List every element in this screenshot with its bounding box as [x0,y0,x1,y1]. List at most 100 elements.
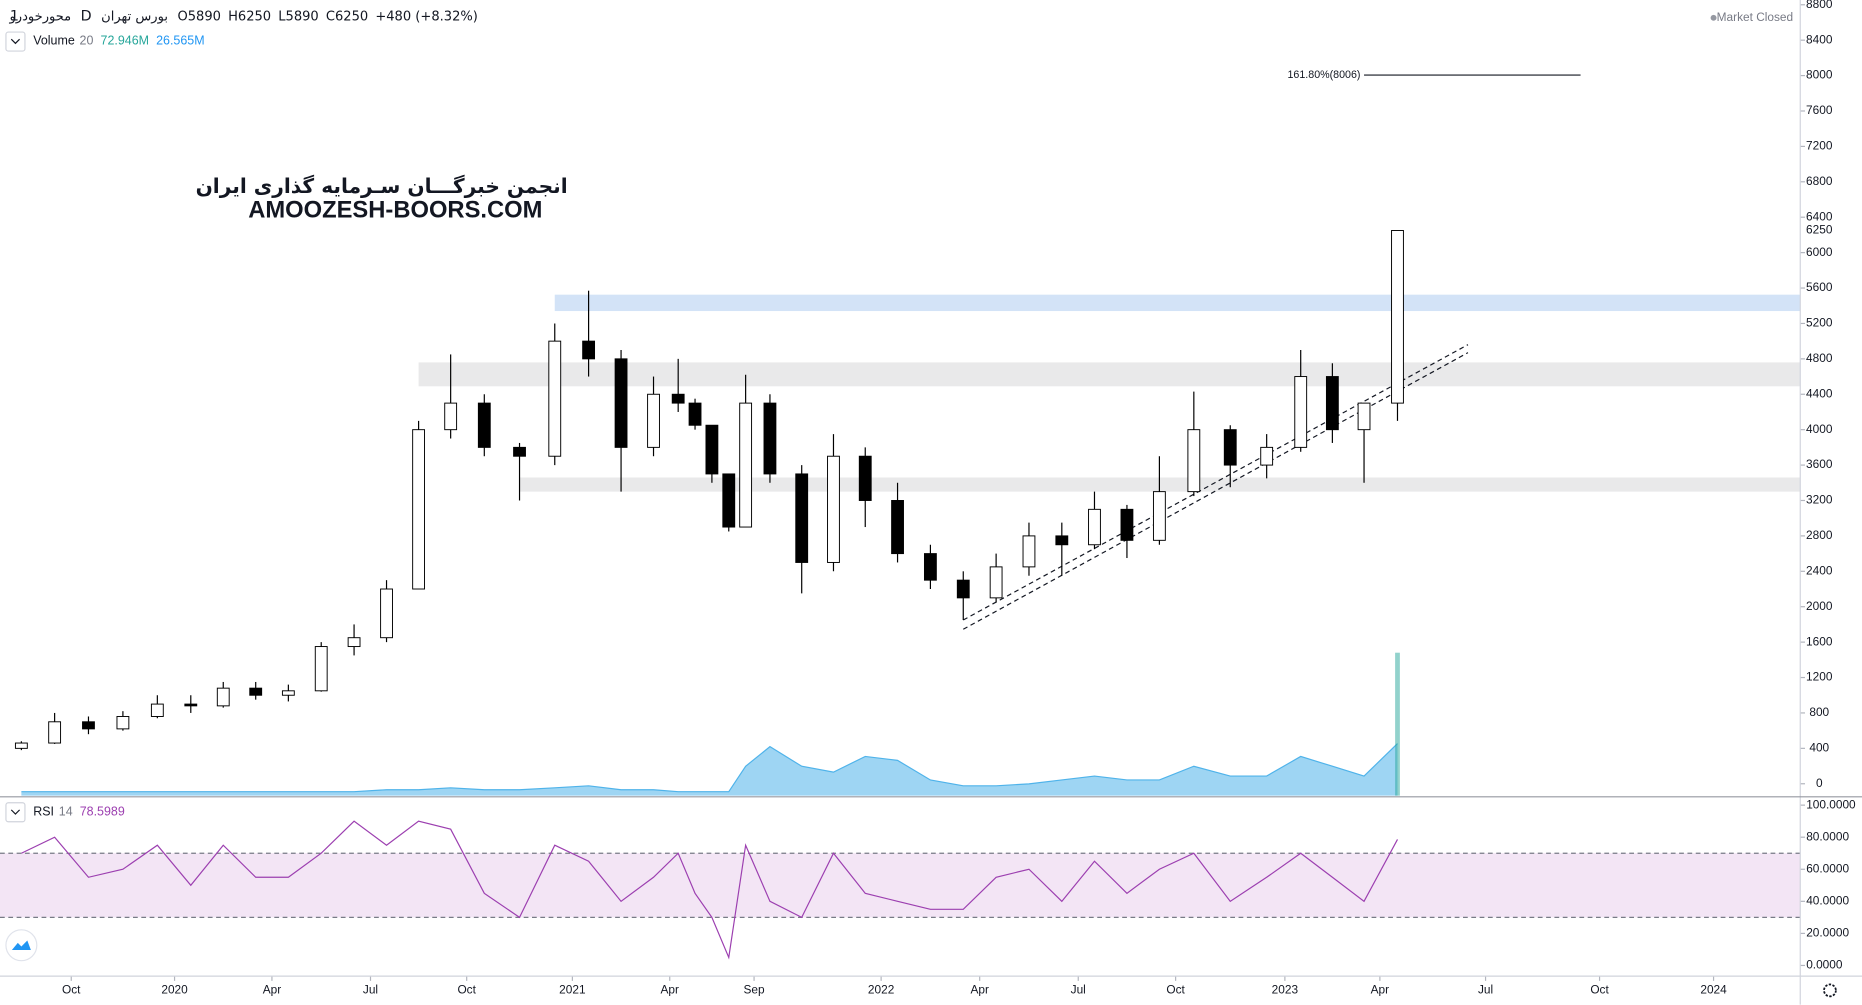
candle-body [116,716,130,730]
candle-body [1357,402,1371,431]
y-tick-label: 6800 [1806,174,1833,188]
rsi-value: 78.5989 [80,805,125,819]
watermark-site: AMOOZESH-BOORS.COM [248,197,542,224]
y-tick-label: 8800 [1806,0,1833,11]
candle-body [1223,429,1237,466]
y-tick-label: 0 [1816,776,1823,790]
candle-body [739,402,753,528]
y-tick-label: 4000 [1806,422,1833,436]
x-tick-label: 2022 [868,983,894,997]
rsi-y-tick-label: 80.0000 [1806,829,1849,843]
y-tick-label: 800 [1809,705,1829,719]
y-tick-label: 7600 [1806,103,1833,117]
volume-ma-area [21,743,1398,796]
candle-body [956,579,970,599]
x-tick-label: Apr [1371,983,1390,997]
candle-body [1325,376,1339,431]
logo-button[interactable] [5,929,38,962]
y-tick-label: 3200 [1806,493,1833,507]
x-tick-label: Oct [62,983,81,997]
rsi-y-tick-label: 40.0000 [1806,893,1849,907]
y-tick-label: 6400 [1806,209,1833,223]
ohlc-value: 6250 [238,9,271,24]
candle-body [923,553,937,581]
candle-body [989,566,1003,599]
candle-body [763,402,777,475]
rsi-y-tick-label: 60.0000 [1806,861,1849,875]
ohlc-label: L [278,9,286,24]
x-tick-label: Apr [970,983,989,997]
volume-bar [1395,652,1400,796]
candle-body [1088,508,1101,546]
volume-collapse-button[interactable] [5,31,26,52]
rsi-collapse-button[interactable] [5,802,26,823]
candle-body [380,588,393,639]
y-tick-label: 5600 [1806,280,1833,294]
candle-body [647,393,660,448]
volume-legend: Volume 20 72.946M 26.565M [33,34,204,48]
candle-body [614,358,628,448]
status-dot [1710,14,1717,21]
candle-body [184,703,198,707]
candle-body [150,703,164,717]
candle-body [722,473,736,528]
x-tick-label: Oct [1166,983,1185,997]
y-tick-label: 400 [1809,740,1829,754]
candle-body [582,340,596,360]
candle-body [216,687,230,707]
rsi-band [0,853,1801,918]
ohlc-label: H [228,9,238,24]
price-zone [418,362,1801,387]
volume-value: 26.565M [156,34,204,48]
ohlc-value: 6250 [335,9,368,24]
candle-body [891,500,904,555]
candle-body [1120,508,1134,541]
chevron-icon [10,809,21,815]
rsi-name: RSI [33,805,54,819]
y-tick-label: 2000 [1806,599,1833,613]
candle-body [444,402,458,431]
x-tick-label: Oct [457,983,476,997]
rsi-y-tick-label: 100.0000 [1806,797,1856,811]
volume-length: 20 [80,34,94,48]
candle-body [827,455,840,563]
rsi-line [21,820,1399,960]
last-price-label: 6250 [1806,223,1833,237]
ohlc-label: O [177,9,187,24]
settings-button[interactable] [1823,983,1837,998]
candle-body [412,429,426,590]
candle-body [249,687,263,696]
y-tick-label: 6000 [1806,245,1833,259]
exchange: بورس تهران [101,9,168,24]
candle-body [1391,230,1404,404]
watermark-persian: انجمن خبرگـــان سـرمایه گذاری ایران [196,174,568,198]
candle-body [347,637,361,648]
candle-body [688,402,702,426]
candle-body [1152,491,1166,541]
ohlc-label: C [326,9,335,24]
y-tick-label: 5200 [1806,316,1833,330]
y-tick-label: 2800 [1806,528,1833,542]
rsi-y-tick-label: 0.0000 [1806,958,1843,972]
candle-body [671,393,685,404]
y-tick-label: 4400 [1806,386,1833,400]
chevron-icon [10,38,21,45]
rsi-y-tick-label: 20.0000 [1806,926,1849,940]
x-tick-label: Jul [363,983,378,997]
y-tick-label: 8000 [1806,68,1833,82]
y-tick-label: 7200 [1806,139,1833,153]
rsi-legend: RSI 14 78.5989 [33,805,125,819]
x-tick-label: 2021 [559,983,586,997]
candle-body [705,424,719,475]
symbol: محورخودرو [9,9,72,24]
volume-value: 72.946M [101,34,149,48]
rsi-length: 14 [59,805,73,819]
y-tick-label: 2400 [1806,563,1833,577]
price-zone [554,294,1801,312]
candle-body [1055,535,1069,546]
candle-body [513,446,526,457]
x-tick-label: Oct [1590,983,1609,997]
x-tick-label: 2024 [1700,983,1727,997]
